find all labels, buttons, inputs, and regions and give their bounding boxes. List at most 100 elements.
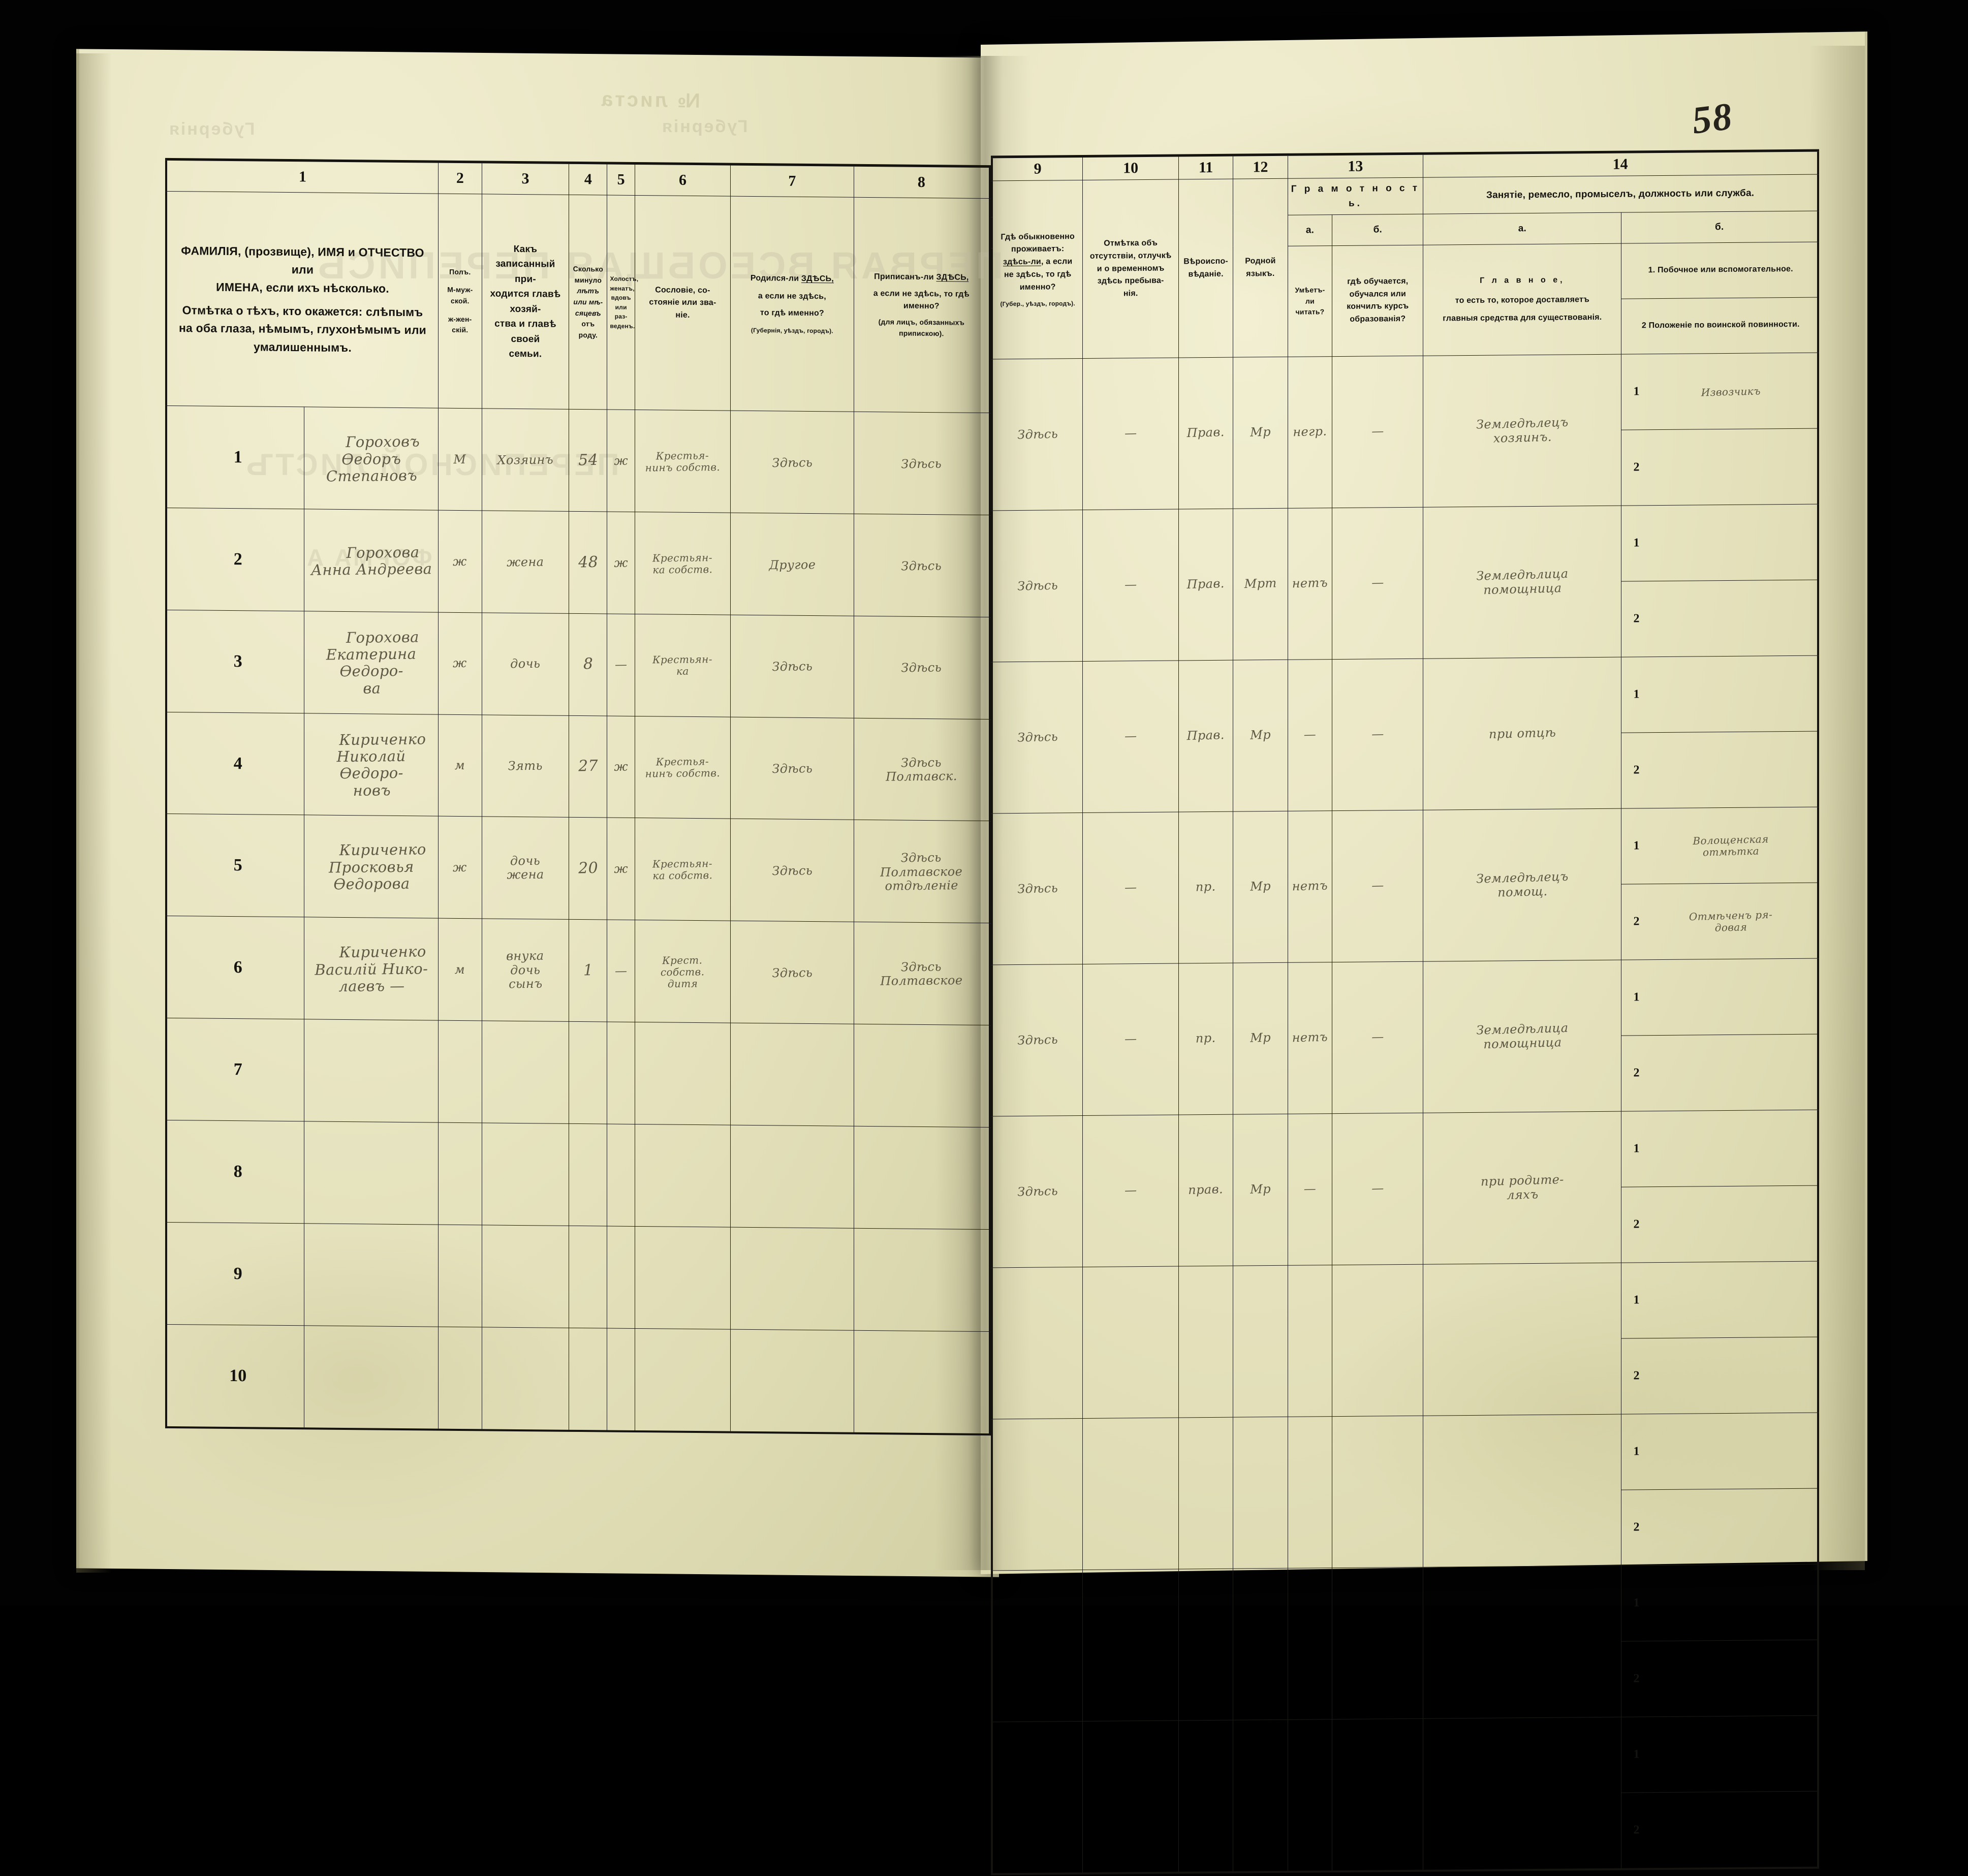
cell-religion[interactable]: пр. [1177, 811, 1235, 964]
table-row[interactable]: Здѣсь — Прав. Мр — — при отцѣ 1 2 [990, 654, 1818, 815]
table-row[interactable]: 9 [166, 1222, 991, 1332]
cell-registration[interactable]: Здѣсь [853, 514, 991, 617]
cell-birthplace[interactable] [729, 1124, 855, 1229]
table-row[interactable]: Здѣсь — пр. Мр нетъ — Земледѣлица помощница 1 2 [990, 957, 1818, 1117]
cell-education[interactable] [1331, 1415, 1425, 1569]
cell-birthplace[interactable]: Здѣсь [729, 716, 855, 820]
cell-main-occupation[interactable]: при родите- ляхъ [1421, 1109, 1623, 1266]
table-row[interactable]: 7 [166, 1018, 991, 1128]
cell-can-read[interactable]: — [1286, 659, 1334, 811]
cell-religion[interactable]: Прав. [1177, 508, 1235, 661]
cell-usual-residence[interactable]: Здѣсь [990, 963, 1084, 1117]
cell-main-occupation[interactable] [1421, 1715, 1623, 1873]
cell-absence[interactable]: — [1081, 660, 1180, 814]
cell-education[interactable]: — [1331, 506, 1425, 661]
cell-military-status[interactable] [1644, 578, 1818, 659]
cell-religion[interactable] [1177, 1265, 1235, 1418]
cell-birthplace[interactable]: Здѣсь [729, 819, 855, 922]
cell-sex[interactable] [437, 1020, 483, 1123]
cell-usual-residence[interactable]: Здѣсь [990, 1114, 1084, 1269]
cell-can-read[interactable] [1286, 1264, 1334, 1417]
cell-marital[interactable] [606, 1123, 636, 1227]
cell-full-name[interactable]: Гороховъ Ѳедоръ Степановъ [303, 407, 440, 511]
cell-usual-residence[interactable] [990, 1266, 1084, 1420]
cell-military-status[interactable] [1644, 1033, 1818, 1113]
cell-estate[interactable]: Крестья- нинъ собств. [634, 715, 732, 819]
cell-relation[interactable]: Зять [481, 714, 570, 818]
cell-birthplace[interactable] [729, 1022, 855, 1127]
cell-sex[interactable]: ж [437, 510, 483, 613]
cell-full-name[interactable]: Кириченко Василій Нико- лаевъ — [303, 917, 440, 1021]
cell-military-status[interactable] [1644, 1487, 1818, 1567]
cell-age[interactable]: 27 [568, 715, 609, 818]
cell-registration[interactable] [853, 1228, 991, 1332]
cell-religion[interactable]: Прав. [1177, 660, 1235, 812]
cell-relation[interactable] [481, 1122, 570, 1226]
cell-can-read[interactable] [1286, 1416, 1334, 1569]
cell-side-occupation[interactable]: Извозчикъ [1644, 351, 1818, 431]
cell-education[interactable]: — [1331, 809, 1425, 963]
cell-absence[interactable] [1081, 1568, 1180, 1723]
cell-education[interactable]: — [1331, 355, 1425, 509]
cell-military-status[interactable] [1644, 730, 1818, 810]
cell-side-occupation[interactable] [1644, 1260, 1818, 1340]
cell-birthplace[interactable]: Здѣсь [729, 411, 855, 514]
cell-can-read[interactable]: — [1286, 1113, 1334, 1266]
cell-registration[interactable]: Здѣсь [853, 412, 991, 515]
cell-absence[interactable] [1081, 1417, 1180, 1571]
cell-registration[interactable] [853, 1125, 991, 1230]
cell-marital[interactable] [606, 1226, 636, 1329]
table-row[interactable]: Здѣсь — пр. Мр нетъ — Земледѣлецъ помощ. 1 Волощ… [990, 805, 1818, 966]
cell-can-read[interactable] [1286, 1718, 1334, 1872]
cell-relation[interactable]: жена [481, 510, 570, 614]
cell-military-status[interactable] [1644, 1790, 1818, 1870]
table-row[interactable]: 8 [166, 1120, 991, 1230]
cell-side-occupation[interactable] [1644, 1108, 1818, 1189]
cell-marital[interactable] [606, 1328, 636, 1432]
table-row[interactable]: 1 Гороховъ Ѳедоръ Степановъ М Хозяинъ 54 ж Крес… [166, 405, 991, 515]
cell-relation[interactable]: дочь [481, 612, 570, 716]
cell-religion[interactable] [1177, 1417, 1235, 1570]
cell-sex[interactable]: ж [437, 612, 483, 715]
cell-registration[interactable] [853, 1024, 991, 1128]
cell-sex[interactable] [437, 1122, 483, 1225]
cell-usual-residence[interactable]: Здѣсь [990, 357, 1084, 512]
cell-main-occupation[interactable] [1421, 1564, 1623, 1721]
cell-can-read[interactable]: нетъ [1286, 810, 1334, 963]
cell-side-occupation[interactable]: Волощенская отмѣтка [1644, 805, 1818, 886]
cell-absence[interactable] [1081, 1265, 1180, 1420]
cell-marital[interactable] [606, 1022, 636, 1124]
cell-full-name[interactable]: Кириченко Просковья Ѳедорова [303, 815, 440, 919]
cell-main-occupation[interactable] [1421, 1261, 1623, 1418]
cell-marital[interactable]: ж [606, 410, 636, 512]
cell-registration[interactable]: Здѣсь Полтавск. [853, 717, 991, 822]
cell-age[interactable] [568, 1123, 609, 1227]
cell-native-language[interactable]: Мр [1231, 659, 1289, 812]
cell-marital[interactable]: ж [606, 818, 636, 920]
cell-marital[interactable]: — [606, 613, 636, 716]
cell-birthplace[interactable]: Здѣсь [729, 614, 855, 718]
cell-side-occupation[interactable] [1644, 1714, 1818, 1794]
cell-absence[interactable]: — [1081, 962, 1180, 1117]
cell-education[interactable]: — [1331, 1112, 1425, 1266]
cell-relation[interactable] [481, 1327, 570, 1431]
cell-usual-residence[interactable] [990, 1569, 1084, 1723]
cell-side-occupation[interactable] [1644, 957, 1818, 1037]
cell-estate[interactable]: Крестьян- ка [634, 614, 732, 717]
cell-sex[interactable]: м [437, 918, 483, 1021]
cell-side-occupation[interactable] [1644, 1411, 1818, 1491]
cell-military-status[interactable] [1644, 1184, 1818, 1264]
cell-absence[interactable]: — [1081, 1114, 1180, 1268]
cell-full-name[interactable]: Горохова Анна Андреева [303, 509, 440, 613]
cell-absence[interactable]: — [1081, 357, 1180, 511]
table-row[interactable]: 6 Кириченко Василій Нико- лаевъ — м внука до… [166, 916, 991, 1025]
cell-age[interactable]: 54 [568, 409, 609, 512]
cell-full-name[interactable] [303, 1325, 440, 1430]
